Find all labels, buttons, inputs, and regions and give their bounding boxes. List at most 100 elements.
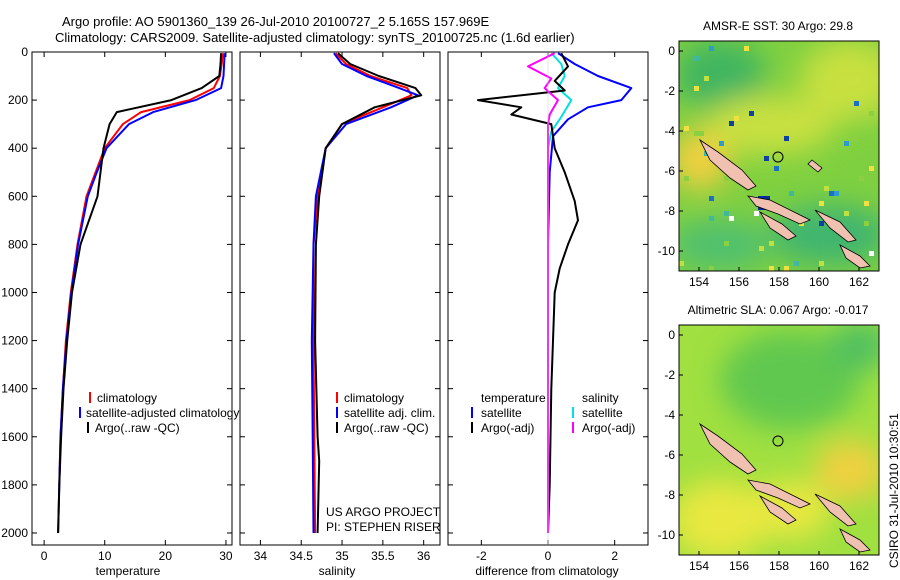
y-tick-label: 1200 bbox=[1, 334, 28, 348]
y-tick-label: 800 bbox=[8, 237, 28, 251]
temperature-legend: climatology satellite-adjusted climatolo… bbox=[79, 391, 239, 435]
figure-title-line1: Argo profile: AO 5901360_139 26-Jul-2010… bbox=[62, 14, 490, 29]
y-tick-label: 600 bbox=[8, 189, 28, 203]
sst-pixel bbox=[734, 116, 739, 121]
sst-pixel bbox=[684, 176, 689, 181]
x-tick-label: 30 bbox=[219, 549, 233, 563]
series-line-3 bbox=[527, 52, 559, 533]
sst-pixel bbox=[744, 46, 749, 51]
project-annotation-line1: US ARGO PROJECT bbox=[326, 505, 441, 519]
x-tick-label: -2 bbox=[476, 549, 487, 563]
legend-swatch-sal-satellite bbox=[572, 407, 574, 418]
legend-swatch-climatology bbox=[336, 392, 338, 403]
x-tick-label: 34.5 bbox=[290, 549, 314, 563]
legend-climatology: climatology bbox=[97, 391, 157, 405]
temperature-panel: 0 200 400 600 800 1000 1200 1400 1600 1800 2000 0 1… bbox=[1, 45, 239, 578]
sst-pixel bbox=[864, 201, 869, 206]
sst-pixel bbox=[784, 266, 789, 271]
legend-swatch-sal-argo bbox=[572, 422, 574, 433]
y-tick-label: 1800 bbox=[1, 478, 28, 492]
sst-pixel bbox=[834, 191, 839, 196]
series-line-2 bbox=[477, 52, 579, 534]
sst-pixel bbox=[774, 166, 779, 171]
sst-pixel bbox=[764, 156, 769, 161]
sst-pixel bbox=[819, 261, 824, 266]
series-line-1 bbox=[547, 52, 573, 533]
x-tick-label: 162 bbox=[849, 559, 869, 573]
sst-pixel bbox=[869, 251, 874, 256]
x-tick-label: 35 bbox=[335, 549, 349, 563]
legend-swatch-argo bbox=[87, 422, 89, 433]
sla-map: Altimetric SLA: 0.067 Argo: -0.017 154 15… bbox=[658, 303, 880, 573]
x-tick-label: 158 bbox=[769, 559, 789, 573]
sst-pixel bbox=[709, 196, 714, 201]
y-tick-label: 0 bbox=[668, 44, 675, 58]
sst-pixel bbox=[694, 56, 699, 61]
sst-pixel bbox=[699, 131, 704, 136]
salinity-legend: climatology satellite adj. clim. Argo(..… bbox=[336, 391, 435, 435]
x-tick-label: 20 bbox=[159, 549, 173, 563]
sst-pixel bbox=[754, 211, 759, 216]
y-tick-label: 0 bbox=[668, 328, 675, 342]
y-tick-label: 2000 bbox=[1, 526, 28, 540]
y-tick-label: -10 bbox=[658, 244, 676, 258]
sst-pixel bbox=[869, 111, 874, 116]
sst-pixel bbox=[854, 136, 859, 141]
sst-pixel bbox=[789, 191, 794, 196]
x-tick-label: 36 bbox=[417, 549, 431, 563]
sst-pixel bbox=[704, 76, 709, 81]
y-tick-label: -4 bbox=[664, 408, 675, 422]
sst-map-title: AMSR-E SST: 30 Argo: 29.8 bbox=[703, 19, 853, 33]
y-tick-label: -8 bbox=[664, 488, 675, 502]
sst-pixel bbox=[784, 136, 789, 141]
legend-temp-satellite: satellite bbox=[481, 406, 522, 420]
x-tick-label: 0 bbox=[41, 549, 48, 563]
series-line-1 bbox=[310, 52, 419, 534]
legend-sal-satellite: satellite bbox=[582, 406, 623, 420]
project-annotation-line2: PI: STEPHEN RISER bbox=[326, 520, 441, 534]
y-tick-label: 1000 bbox=[1, 285, 28, 299]
sst-pixel bbox=[824, 186, 829, 191]
sst-pixel bbox=[844, 141, 849, 146]
csiro-timestamp: CSIRO 31-Jul-2010 10:30:51 bbox=[887, 413, 900, 568]
sst-pixel bbox=[769, 241, 774, 246]
sst-pixel bbox=[829, 191, 834, 196]
x-tick-label: 0 bbox=[545, 549, 552, 563]
sst-pixel bbox=[869, 166, 874, 171]
legend-swatch-satellite-adjusted bbox=[79, 407, 81, 418]
y-tick-label: -2 bbox=[664, 368, 675, 382]
sst-pixel bbox=[679, 261, 684, 266]
x-tick-label: 34 bbox=[254, 549, 268, 563]
series-line-2 bbox=[314, 52, 423, 534]
sst-pixel bbox=[694, 131, 699, 136]
sst-pixel bbox=[859, 176, 864, 181]
x-tick-label: 35.5 bbox=[371, 549, 395, 563]
sst-pixel bbox=[709, 266, 714, 271]
legend-swatch-temp-satellite bbox=[471, 407, 473, 418]
sst-pixel bbox=[819, 201, 824, 206]
legend-argo: Argo(..raw -QC) bbox=[95, 421, 180, 435]
legend-argo: Argo(..raw -QC) bbox=[344, 421, 429, 435]
legend-satellite-adjusted: satellite-adjusted climatology bbox=[86, 406, 239, 420]
legend-salinity-header: salinity bbox=[582, 391, 619, 405]
y-tick-label: -10 bbox=[658, 528, 676, 542]
legend-swatch-temp-argo bbox=[471, 422, 473, 433]
x-tick-label: 158 bbox=[769, 275, 789, 289]
y-tick-label: 200 bbox=[8, 93, 28, 107]
sst-pixel bbox=[794, 261, 799, 266]
legend-swatch-satellite-adj bbox=[336, 407, 338, 418]
series-line-2 bbox=[57, 53, 223, 534]
sst-pixel bbox=[719, 141, 724, 146]
sst-map: AMSR-E SST: 30 Argo: 29.8 bbox=[658, 19, 880, 289]
x-tick-label: 156 bbox=[729, 275, 749, 289]
salinity-panel: 34 34.5 35 35.5 36 salinity climatology sate… bbox=[239, 51, 441, 578]
y-tick-label: 1600 bbox=[1, 430, 28, 444]
sst-pixel bbox=[724, 211, 729, 216]
y-tick-label: 400 bbox=[8, 141, 28, 155]
sst-pixel bbox=[724, 241, 729, 246]
series-line-0 bbox=[547, 52, 633, 533]
y-tick-label: -4 bbox=[664, 124, 675, 138]
y-tick-label: 0 bbox=[21, 45, 28, 59]
legend-temp-argo: Argo(-adj) bbox=[481, 421, 534, 435]
x-tick-label: 10 bbox=[98, 549, 112, 563]
